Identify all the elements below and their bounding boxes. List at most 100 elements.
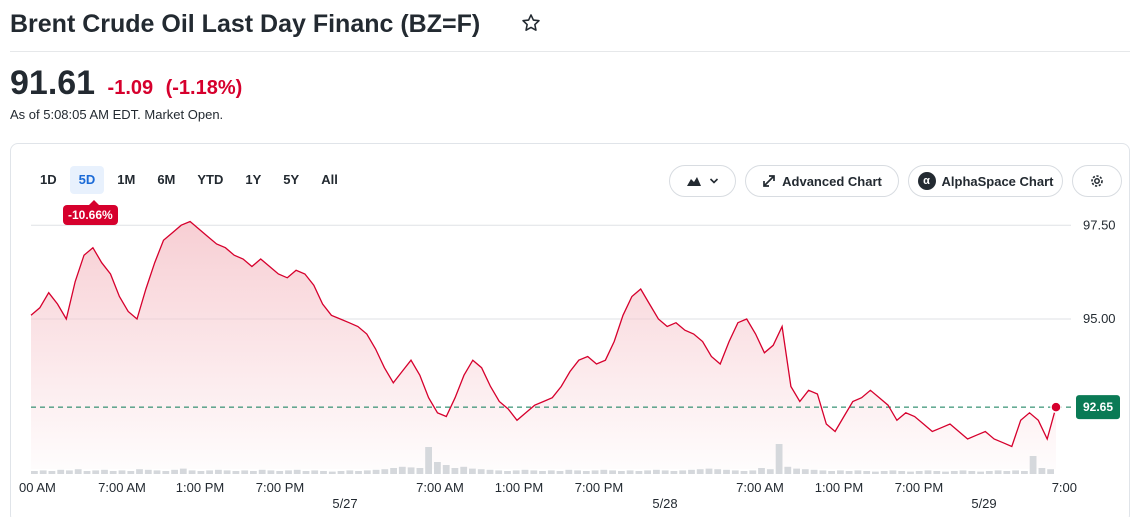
volume-bar — [653, 469, 660, 474]
volume-bar — [83, 471, 91, 474]
volume-bar — [766, 469, 774, 474]
x-tick-label: 7:00 AM — [416, 480, 464, 495]
volume-bar — [101, 469, 108, 474]
advanced-chart-button[interactable]: Advanced Chart — [745, 165, 899, 197]
advanced-chart-label: Advanced Chart — [782, 173, 882, 189]
range-button-1m[interactable]: 1M — [117, 172, 136, 187]
volume-bar — [258, 469, 266, 474]
chart-settings-button[interactable] — [1072, 165, 1122, 197]
volume-bar — [442, 465, 450, 474]
x-tick-label: 7:00 AM — [98, 480, 146, 495]
range-button-all[interactable]: All — [321, 172, 338, 187]
market-status: As of 5:08:05 AM EDT. Market Open. — [10, 107, 224, 122]
gear-icon — [1091, 175, 1103, 187]
volume-bar — [828, 471, 835, 474]
volume-bar — [618, 471, 625, 474]
volume-bar — [250, 471, 257, 474]
volume-bar — [644, 470, 651, 474]
volume-bar — [118, 470, 126, 474]
volume-bar — [215, 469, 222, 474]
range-button-5y[interactable]: 5Y — [283, 172, 300, 187]
volume-bar — [74, 469, 82, 474]
performance-badge: -10.66% — [63, 200, 118, 225]
volume-bar — [539, 471, 546, 474]
alphaspace-logo-icon: α — [917, 172, 936, 190]
volume-bar — [232, 471, 240, 474]
star-icon[interactable] — [520, 12, 542, 34]
x-date-label: 5/28 — [652, 496, 677, 511]
volume-bar — [758, 468, 765, 474]
volume-bar — [942, 471, 949, 474]
volume-bar — [127, 471, 135, 474]
volume-bar — [1021, 471, 1028, 474]
volume-bar — [381, 469, 389, 474]
alphaspace-chart-button[interactable]: α AlphaSpace Chart — [908, 165, 1063, 197]
volume-bar — [337, 471, 345, 474]
volume-bar — [153, 470, 161, 474]
chart-type-button[interactable] — [669, 165, 736, 197]
volume-bar — [898, 471, 906, 474]
alphaspace-chart-label: AlphaSpace Chart — [941, 173, 1054, 189]
volume-bar — [179, 468, 187, 474]
price-chart[interactable]: 97.50 95.00 92.65 00 AM 7:00 AM 1:00 PM 7:00 P… — [11, 144, 1130, 517]
volume-bar — [48, 471, 56, 474]
volume-bar — [206, 470, 213, 474]
volume-bar — [793, 468, 800, 474]
price-line — [30, 220, 1057, 448]
volume-bar — [1047, 469, 1054, 474]
volume-bar — [1003, 471, 1011, 474]
volume-bar — [968, 471, 976, 474]
volume-bar — [950, 471, 958, 474]
volume-bar — [740, 471, 748, 474]
x-tick-label: 7:00 AM — [736, 480, 784, 495]
volume-bar — [1012, 470, 1019, 474]
volume-bar — [434, 462, 441, 474]
volume-bar — [39, 470, 47, 474]
x-tick-label: 7:00 PM — [895, 480, 943, 495]
volume-bar — [977, 471, 984, 474]
volume-bar — [521, 469, 529, 474]
range-button-1d[interactable]: 1D — [40, 172, 57, 187]
x-date-label: 5/27 — [332, 496, 357, 511]
y-tick-label: 97.50 — [1083, 217, 1116, 232]
last-price-tag-label: 92.65 — [1083, 400, 1113, 414]
x-tick-label-clipped: 00 AM — [19, 480, 56, 495]
volume-bar — [872, 471, 879, 474]
volume-bar — [679, 470, 687, 474]
volume-bar — [731, 470, 739, 474]
last-price-point — [1050, 401, 1062, 413]
price-change-percent: (-1.18%) — [165, 77, 243, 99]
volume-bar — [311, 470, 319, 474]
volume-bar — [425, 447, 432, 474]
volume-bar — [92, 470, 100, 474]
volume-bar — [880, 471, 888, 474]
volume-bar — [626, 470, 634, 474]
x-date-label: 5/29 — [971, 496, 996, 511]
volume-bar — [398, 466, 406, 474]
volume-bar — [460, 466, 468, 474]
volume-bar — [66, 470, 73, 474]
range-button-5d[interactable]: 5D — [69, 166, 105, 194]
volume-bar — [451, 468, 459, 474]
volume-bar — [469, 468, 476, 474]
volume-bar — [285, 470, 292, 474]
volume-bar — [31, 471, 38, 474]
range-button-1y[interactable]: 1Y — [245, 172, 262, 187]
volume-bar — [723, 469, 730, 474]
volume-bar — [600, 469, 608, 474]
volume-bar — [714, 469, 722, 474]
volume-bar — [915, 471, 923, 474]
volume-bar — [574, 470, 581, 474]
volume-bar — [223, 470, 231, 474]
volume-bar — [959, 470, 967, 474]
volume-bar — [705, 468, 713, 474]
volume-bar — [924, 470, 932, 474]
volume-bar — [933, 471, 941, 474]
volume-bar — [530, 470, 538, 474]
range-button-6m[interactable]: 6M — [157, 172, 176, 187]
range-button-ytd[interactable]: YTD — [197, 172, 224, 187]
chevron-down-icon — [709, 178, 718, 184]
expand-icon — [763, 175, 775, 187]
price-change: -1.09 — [107, 77, 154, 99]
volume-bar — [670, 471, 678, 474]
